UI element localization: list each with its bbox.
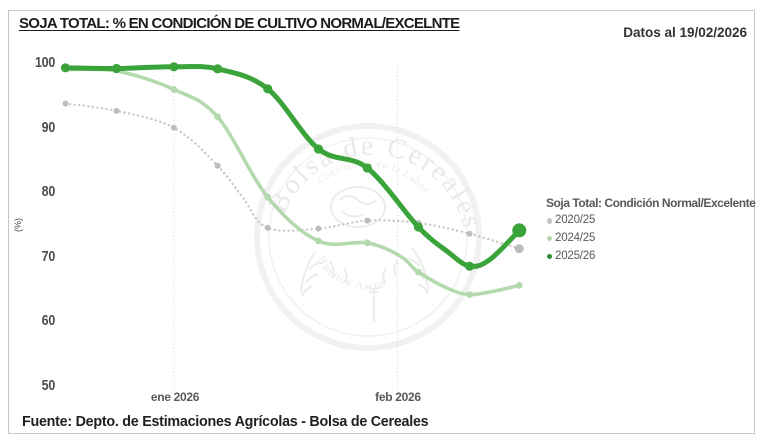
svg-text:Bolsa de Cereales: Bolsa de Cereales	[262, 130, 488, 233]
svg-text:Buenos Aires: Buenos Aires	[315, 253, 389, 292]
